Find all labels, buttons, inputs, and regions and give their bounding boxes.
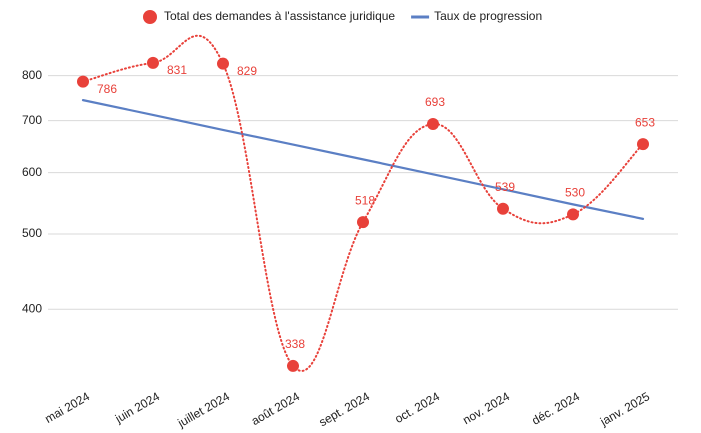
data-label: 338 — [285, 337, 305, 351]
data-point — [497, 202, 509, 215]
x-tick-label: juin 2024 — [112, 389, 162, 426]
y-tick-label: 600 — [22, 165, 42, 179]
series-line — [81, 99, 645, 220]
data-label: 653 — [635, 115, 655, 129]
data-label: 693 — [425, 95, 445, 109]
x-tick-label: nov. 2024 — [460, 389, 512, 427]
x-tick-label: janv. 2025 — [597, 389, 652, 429]
legend-marker — [143, 10, 157, 24]
x-tick-label: oct. 2024 — [392, 389, 442, 426]
data-label: 518 — [355, 193, 375, 207]
data-point — [637, 138, 649, 151]
data-point — [427, 118, 439, 131]
x-tick-label: août 2024 — [249, 389, 303, 428]
x-tick-label: mai 2024 — [42, 389, 92, 426]
y-tick-label: 400 — [22, 301, 42, 315]
data-label: 530 — [565, 186, 585, 200]
x-tick-label: sept. 2024 — [317, 389, 373, 429]
data-point — [217, 57, 229, 70]
x-tick-label: juillet 2024 — [175, 389, 233, 430]
y-tick-label: 700 — [22, 113, 42, 127]
series-line — [82, 34, 644, 372]
data-label: 831 — [167, 63, 187, 77]
legend-label: Total des demandes à l'assistance juridi… — [164, 9, 395, 23]
data-point — [287, 359, 299, 372]
y-tick-label: 500 — [22, 226, 42, 240]
y-tick-label: 800 — [22, 68, 42, 82]
data-point — [357, 216, 369, 229]
data-point — [567, 208, 579, 221]
data-label: 539 — [495, 180, 515, 194]
data-label: 786 — [97, 82, 117, 96]
x-tick-label: déc. 2024 — [529, 389, 582, 428]
data-point — [77, 75, 89, 88]
data-label: 829 — [237, 64, 257, 78]
legend-label: Taux de progression — [434, 9, 542, 23]
data-point — [147, 56, 159, 69]
